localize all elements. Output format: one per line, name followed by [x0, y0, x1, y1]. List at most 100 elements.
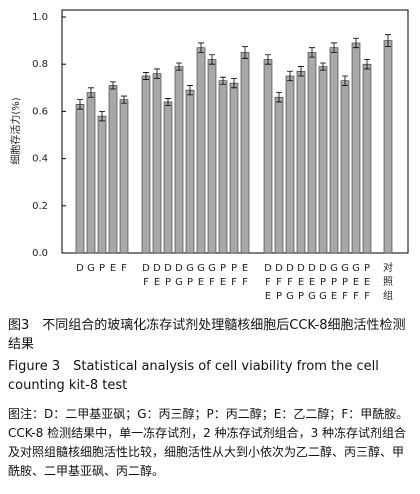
- error-bar: [110, 81, 116, 90]
- x-tick-label: F: [342, 291, 348, 302]
- error-bar: [331, 42, 337, 53]
- caption-note: 图注：D：二甲基亚砜；G：丙三醇；P：丙二醇；E：乙二醇；F：甲酰胺。CCK-8…: [8, 407, 409, 478]
- x-tick-label: E: [353, 277, 359, 288]
- error-bar: [231, 77, 237, 89]
- error-bar: [320, 62, 326, 71]
- y-tick-label: 0.0: [32, 248, 48, 259]
- x-tick-label: P: [231, 263, 237, 274]
- bar: [141, 75, 151, 254]
- bar: [229, 82, 239, 254]
- x-tick-label: E: [298, 277, 304, 288]
- bar: [218, 80, 228, 254]
- x-tick-label: F: [121, 263, 127, 274]
- x-tick-label: G: [87, 263, 95, 274]
- bar: [307, 52, 317, 254]
- error-bar: [342, 75, 348, 86]
- x-tick-label: D: [76, 263, 84, 274]
- x-tick-label: D: [308, 263, 316, 274]
- x-tick-label: P: [342, 277, 348, 288]
- bar: [329, 47, 339, 254]
- error-bar: [220, 76, 226, 85]
- x-tick-label: 组: [383, 289, 393, 302]
- x-tick-label: G: [286, 291, 294, 302]
- bar: [185, 89, 195, 254]
- bar: [296, 70, 306, 254]
- bar: [75, 104, 85, 254]
- bar: [163, 101, 173, 254]
- x-tick-label: F: [287, 277, 293, 288]
- y-tick-label: 0.4: [32, 154, 48, 165]
- error-bar: [176, 62, 182, 71]
- error-bar: [99, 111, 105, 122]
- x-tick-label: P: [320, 277, 326, 288]
- bar: [152, 73, 162, 254]
- error-bar: [143, 72, 149, 80]
- x-tick-label: D: [286, 263, 294, 274]
- y-axis-label: 细胞存活力(%): [9, 97, 22, 164]
- x-tick-label: G: [186, 263, 194, 274]
- x-tick-label: D: [319, 263, 327, 274]
- x-tick-label: F: [364, 291, 370, 302]
- x-tick-label: D: [275, 263, 283, 274]
- bar: [340, 80, 350, 254]
- y-tick-label: 1.0: [32, 12, 48, 23]
- bar: [207, 59, 217, 254]
- error-bar: [88, 87, 94, 98]
- x-tick-label: G: [330, 263, 338, 274]
- error-bar: [353, 37, 359, 49]
- x-tick-label: E: [309, 277, 315, 288]
- bar: [383, 40, 393, 254]
- error-bar: [77, 99, 83, 110]
- x-tick-label: D: [164, 263, 172, 274]
- x-tick-label: G: [352, 263, 360, 274]
- x-tick-label: P: [187, 277, 193, 288]
- x-tick-label: E: [220, 277, 226, 288]
- caption-en: Figure 3 Statistical analysis of cell vi…: [8, 359, 379, 393]
- error-bar: [385, 34, 391, 47]
- x-tick-label: E: [110, 263, 116, 274]
- bar: [362, 63, 372, 254]
- y-tick-label: 0.8: [32, 59, 48, 70]
- x-tick-label: E: [154, 277, 160, 288]
- x-tick-label: E: [331, 291, 337, 302]
- x-tick-label: P: [331, 277, 337, 288]
- x-tick-label: E: [242, 263, 248, 274]
- x-tick-label: D: [264, 263, 272, 274]
- x-tick-label: P: [99, 263, 105, 274]
- error-bar: [198, 42, 204, 53]
- chart: 细胞存活力(%) 0.00.20.40.60.81.0D G P E F DFDEDPDG…: [9, 9, 409, 302]
- x-tick-label: G: [319, 291, 327, 302]
- bar: [318, 66, 328, 254]
- error-bar: [209, 54, 215, 65]
- x-tick-label: 对: [383, 261, 393, 274]
- error-bar: [364, 59, 370, 70]
- x-tick-label: F: [276, 277, 282, 288]
- y-tick-label: 0.2: [32, 201, 48, 212]
- x-tick-label: G: [197, 263, 205, 274]
- bar: [351, 42, 361, 254]
- x-tick-label: P: [276, 291, 282, 302]
- x-tick-label: F: [353, 291, 359, 302]
- x-tick-label: P: [298, 291, 304, 302]
- x-tick-label: P: [364, 263, 370, 274]
- x-tick-label: G: [208, 263, 216, 274]
- y-tick-label: 0.6: [32, 106, 48, 117]
- x-tick-label: E: [198, 277, 204, 288]
- error-bar: [187, 85, 193, 96]
- error-bar: [154, 68, 160, 79]
- error-bar: [121, 95, 127, 104]
- error-bar: [287, 70, 293, 82]
- error-bar: [242, 46, 248, 59]
- error-bar: [298, 66, 304, 77]
- x-tick-label: F: [265, 277, 271, 288]
- x-tick-label: P: [165, 277, 171, 288]
- bar: [119, 99, 129, 254]
- x-tick-label: G: [308, 291, 316, 302]
- x-tick-label: G: [341, 263, 349, 274]
- error-bar: [309, 47, 315, 58]
- error-bar: [165, 98, 171, 106]
- bar: [86, 92, 96, 254]
- caption-cn: 图3 不同组合的玻璃化冻存试剂处理髓核细胞后CCK-8细胞活性检测结果: [8, 318, 406, 352]
- x-tick-label: F: [242, 277, 248, 288]
